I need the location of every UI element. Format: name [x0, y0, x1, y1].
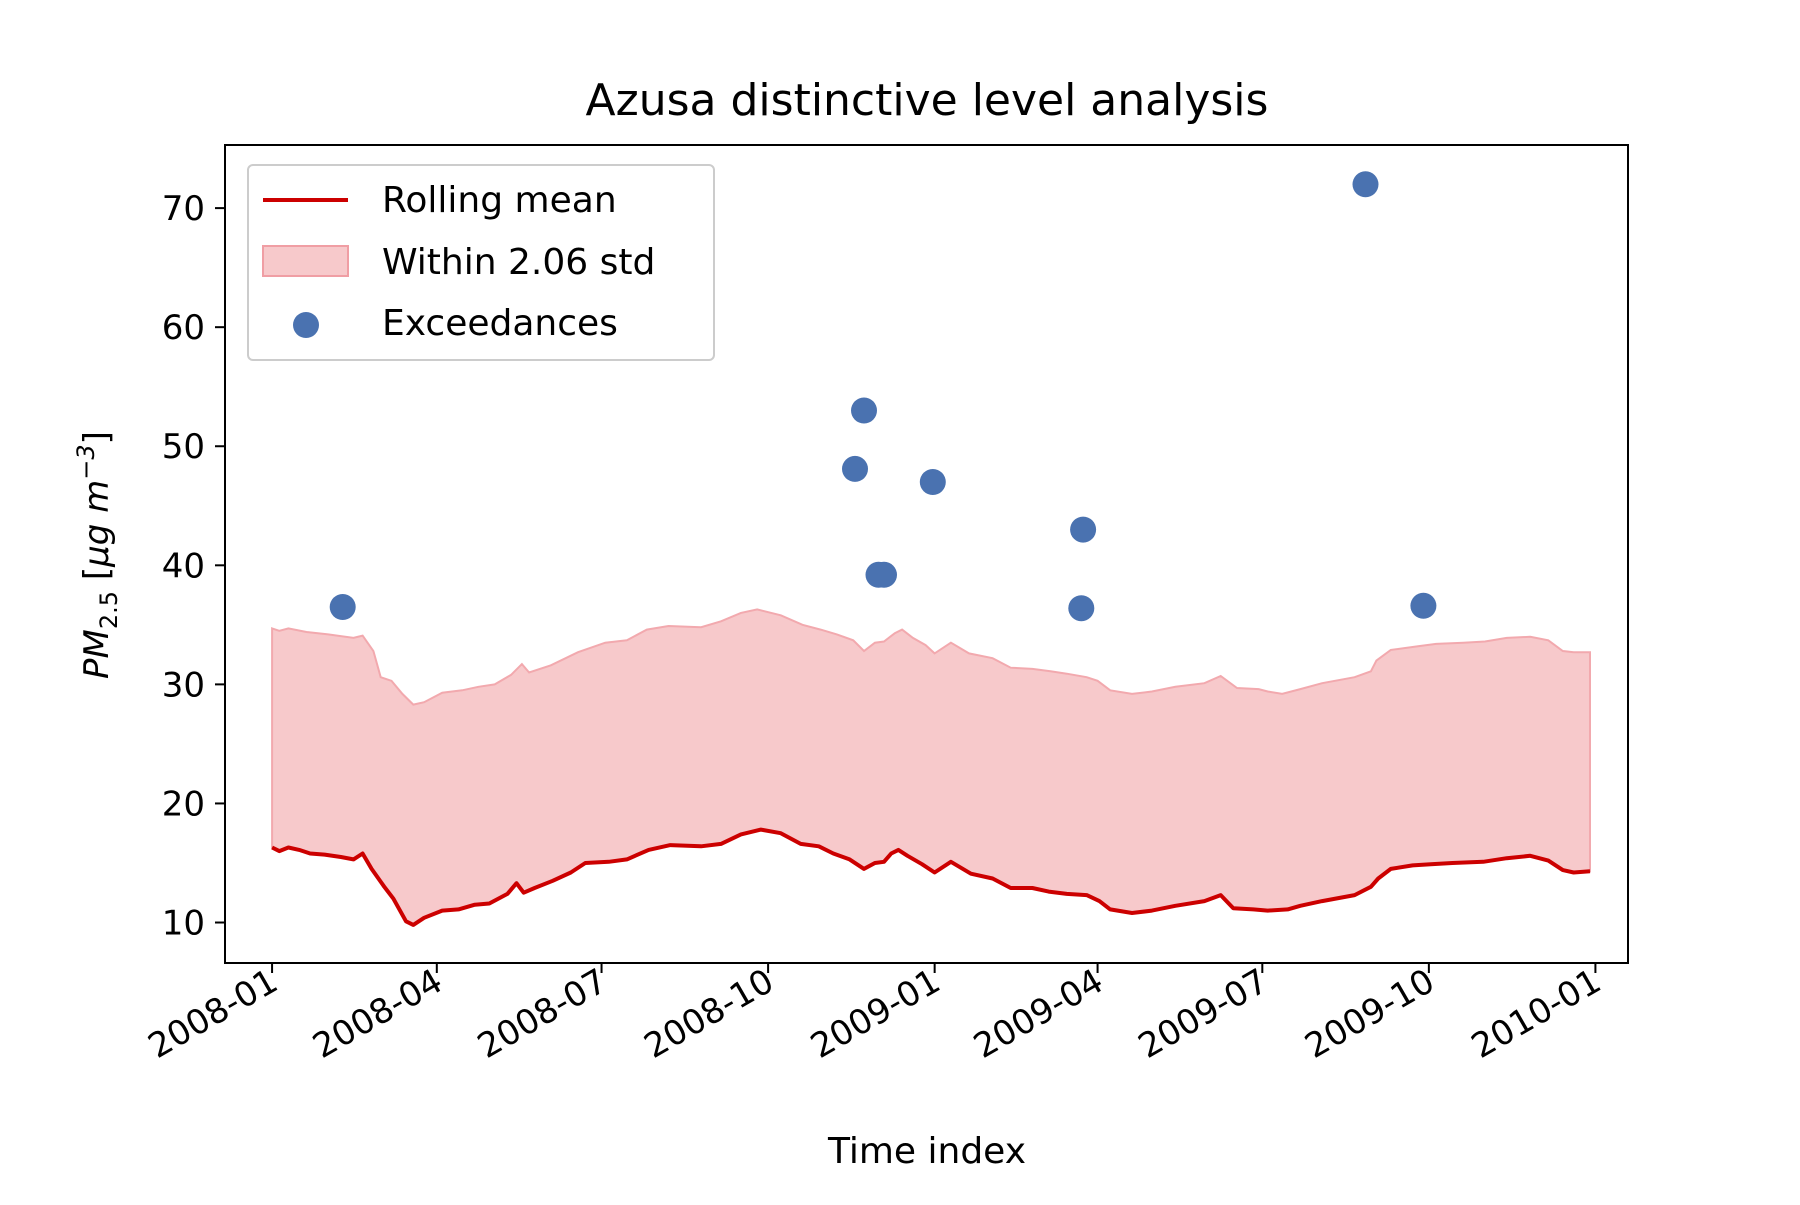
std-band-area	[271, 608, 1591, 927]
exceedance-point	[1070, 516, 1097, 543]
x-tick-label: 2008-07	[471, 961, 614, 1067]
exceedance-point	[1352, 171, 1379, 198]
exceedance-point	[329, 594, 356, 620]
y-label-pm: PM	[77, 629, 117, 679]
chart-title: Azusa distinctive level analysis	[586, 75, 1269, 126]
y-label-sub: 2.5	[95, 591, 123, 629]
legend: Rolling mean Within 2.06 std Exceedances	[247, 164, 715, 361]
std-band-layer	[271, 608, 1591, 927]
legend-frame	[247, 164, 715, 361]
y-tick-label: 30	[162, 665, 205, 705]
y-tick-label: 20	[162, 784, 205, 824]
y-tick-label: 40	[162, 546, 205, 586]
legend-marker-swatch	[293, 312, 319, 338]
legend-area-swatch	[262, 245, 349, 277]
legend-label-rolling-mean: Rolling mean	[382, 180, 617, 221]
y-tick-label: 70	[162, 189, 205, 229]
plot-area-frame	[224, 144, 1629, 964]
y-label-sup: −3	[72, 444, 100, 479]
y-axis-label: PM2.5 [μg m−3]	[72, 431, 123, 679]
y-tick-label: 60	[162, 308, 205, 348]
exceedance-point	[842, 455, 868, 482]
rolling-mean-layer	[271, 827, 1591, 927]
x-tick-label: 2008-01	[142, 961, 285, 1067]
y-tick-label: 10	[162, 904, 205, 944]
exceedance-point	[1410, 592, 1437, 619]
y-tick-label: 50	[162, 427, 205, 467]
exceedance-point	[871, 561, 897, 588]
x-tick-label: 2010-01	[1465, 961, 1608, 1067]
rolling-mean-line	[271, 827, 1591, 927]
x-tick-label: 2008-10	[638, 961, 781, 1067]
y-label-close: ]	[77, 431, 117, 444]
x-tick-label: 2009-10	[1298, 961, 1441, 1067]
exceedance-point	[851, 397, 877, 424]
exceedance-point	[1068, 595, 1095, 622]
y-label-open: [	[77, 567, 117, 591]
y-label-unit: μg m	[77, 480, 117, 568]
x-tick-label: 2009-04	[967, 961, 1110, 1067]
x-tick-label: 2009-07	[1132, 961, 1275, 1067]
x-tick-label: 2008-04	[306, 961, 449, 1067]
x-axis-label: Time index	[827, 1131, 1026, 1172]
legend-label-exceedances: Exceedances	[382, 303, 618, 344]
x-axis-ticks: 2008-01 2008-04 2008-07 2008-10 2009-01 2009-…	[142, 961, 1608, 1067]
exceedance-point	[919, 469, 946, 495]
exceedance-layer	[329, 171, 1437, 622]
x-tick-label: 2009-01	[804, 961, 947, 1067]
legend-label-std-band: Within 2.06 std	[382, 242, 655, 283]
y-axis-ticks: 10 20 30 40 50 60 70	[162, 189, 225, 944]
